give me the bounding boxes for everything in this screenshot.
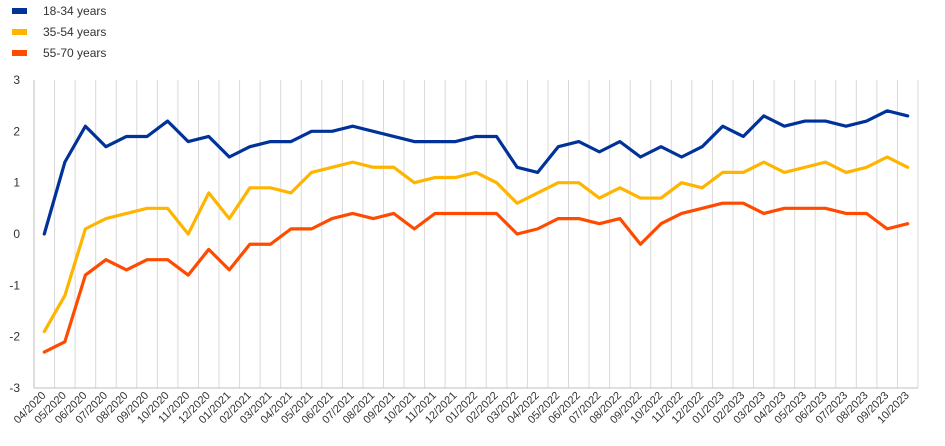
legend-item-35-54: 35-54 years [12, 21, 106, 42]
legend-item-18-34: 18-34 years [12, 0, 106, 21]
legend: 18-34 years 35-54 years 55-70 years [12, 0, 106, 63]
series-group [42, 109, 910, 354]
legend-swatch-35-54 [12, 28, 27, 35]
y-tick-label: 1 [13, 176, 20, 190]
y-tick-label: 3 [13, 73, 20, 87]
legend-swatch-55-70 [12, 49, 27, 56]
y-tick-labels: 3 2 1 0 -1 -2 -3 [9, 73, 20, 395]
legend-item-55-70: 55-70 years [12, 42, 106, 63]
y-tick-label: -2 [9, 330, 20, 344]
series-line-0 [42, 109, 910, 236]
y-tick-label: 0 [13, 227, 20, 241]
legend-swatch-18-34 [12, 7, 27, 14]
x-tick-labels: 04/202005/202006/202007/202008/202009/20… [12, 390, 912, 427]
legend-label-55-70: 55-70 years [43, 45, 107, 60]
series-line-2 [42, 201, 910, 354]
legend-label-35-54: 35-54 years [43, 24, 107, 39]
series-line-1 [42, 155, 910, 334]
y-tick-label: -1 [9, 278, 20, 292]
legend-label-18-34: 18-34 years [43, 3, 107, 18]
y-tick-label: 2 [13, 124, 20, 138]
axes [33, 80, 918, 389]
grid [33, 80, 919, 388]
y-tick-label: -3 [9, 381, 20, 395]
